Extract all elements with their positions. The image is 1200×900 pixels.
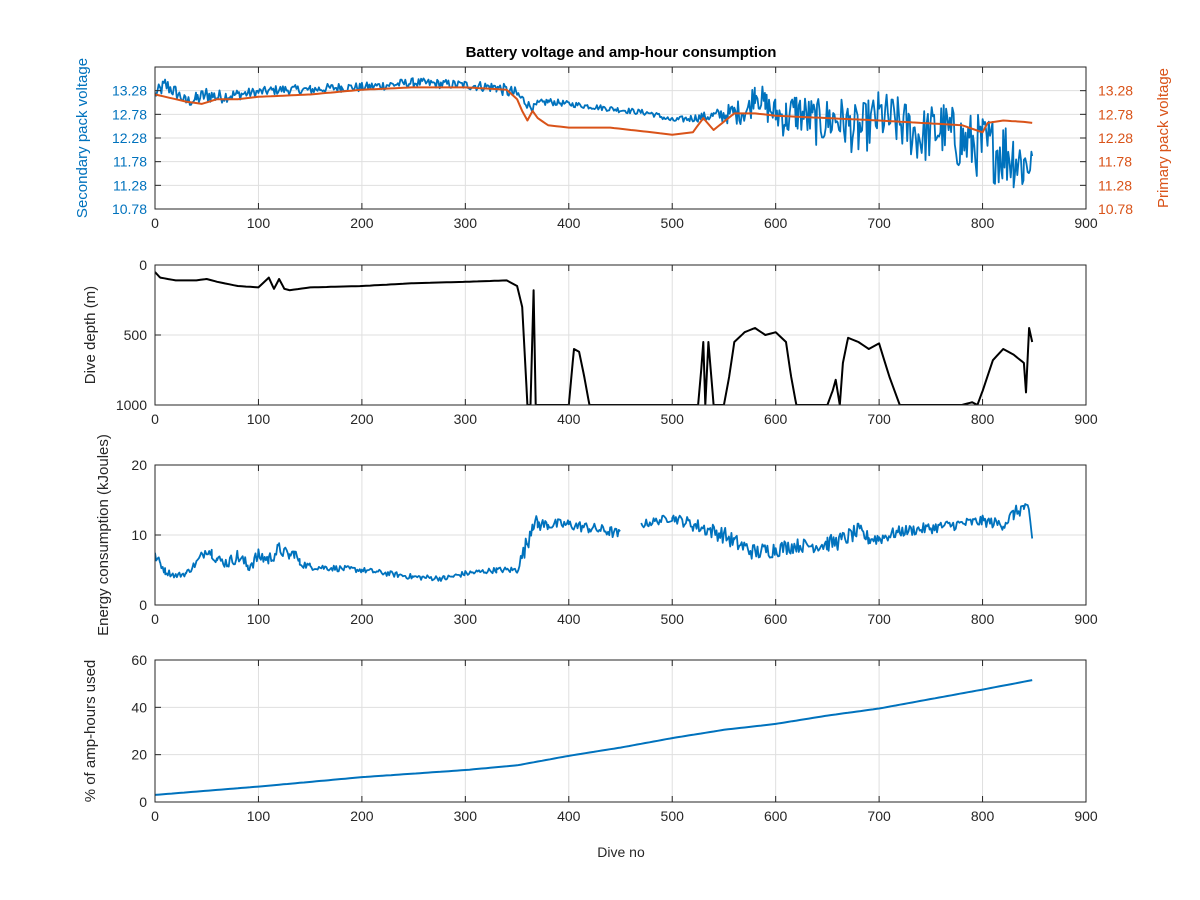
- figure-title: Battery voltage and amp-hour consumption: [466, 44, 777, 61]
- y-tick-label: 40: [131, 699, 147, 715]
- x-tick-label: 600: [764, 611, 788, 627]
- x-tick-label: 800: [971, 808, 995, 824]
- x-axis-label: Dive no: [597, 844, 645, 860]
- series-line-1: [155, 86, 1033, 136]
- x-tick-label: 100: [247, 808, 271, 824]
- x-tick-label: 500: [661, 611, 685, 627]
- series-line-0: [155, 77, 1034, 189]
- x-tick-label: 600: [764, 215, 788, 231]
- y-tick-label: 11.28: [113, 177, 147, 193]
- x-tick-label: 500: [661, 411, 685, 427]
- series-line-0: [155, 679, 1033, 796]
- x-tick-label: 0: [151, 411, 159, 427]
- y-axis-label: % of amp-hours used: [82, 660, 99, 803]
- series-line-0: [155, 503, 1034, 582]
- depth-panel: 0 100 200 300 400 500 600 700 800 900 0 500 1000 Dive…: [82, 257, 1098, 427]
- y-tick-label: 20: [131, 457, 147, 473]
- energy-panel: 0 100 200 300 400 500 600 700 800 900 0 10 20 Energy …: [95, 434, 1098, 636]
- x-tick-label: 100: [247, 611, 271, 627]
- y-tick-label: 11.78: [113, 154, 147, 170]
- x-tick-label: 900: [1074, 808, 1098, 824]
- grid: [154, 67, 1087, 210]
- x-tick-label: 800: [971, 611, 995, 627]
- x-tick-label: 400: [557, 411, 581, 427]
- x-tick-label: 400: [557, 808, 581, 824]
- x-tick-label: 300: [454, 611, 478, 627]
- x-tick-label: 300: [454, 808, 478, 824]
- y-axis-label: Energy consumption (kJoules): [95, 434, 112, 636]
- x-tick-label: 700: [867, 808, 891, 824]
- x-tick-label: 200: [350, 411, 374, 427]
- y-right-tick-label: 11.78: [1098, 154, 1132, 170]
- x-tick-label: 700: [867, 411, 891, 427]
- amphours-panel: 0 100 200 300 400 500 600 700 800 900 0 20 40 60 % of …: [82, 652, 1098, 824]
- y-tick-label: 1000: [116, 397, 147, 413]
- axes-box: [154, 659, 1087, 803]
- x-tick-label: 300: [454, 411, 478, 427]
- y-tick-label: 12.78: [112, 106, 147, 122]
- x-tick-label: 500: [661, 215, 685, 231]
- y-right-tick-label: 12.78: [1098, 106, 1133, 122]
- y-axis-label: Secondary pack voltage: [74, 58, 91, 218]
- x-tick-label: 700: [867, 215, 891, 231]
- y-tick-label: 500: [124, 327, 148, 343]
- y-tick-label: 0: [139, 257, 147, 273]
- x-tick-label: 0: [151, 215, 159, 231]
- y-tick-label: 20: [131, 747, 147, 763]
- x-tick-label: 900: [1074, 411, 1098, 427]
- x-tick-label: 900: [1074, 611, 1098, 627]
- x-tick-label: 200: [350, 215, 374, 231]
- y-axis-label: Dive depth (m): [82, 286, 99, 384]
- x-tick-label: 900: [1074, 215, 1098, 231]
- y-right-axis-label: Primary pack voltage: [1155, 68, 1172, 208]
- y-tick-label: 10.78: [112, 201, 147, 217]
- voltage-panel: 0 100 200 300 400 500 600 700 800 90010.7811.2811…: [74, 58, 1172, 231]
- y-tick-label: 60: [131, 652, 147, 668]
- x-tick-label: 0: [151, 808, 159, 824]
- x-tick-label: 500: [661, 808, 685, 824]
- x-tick-label: 400: [557, 611, 581, 627]
- x-tick-label: 400: [557, 215, 581, 231]
- x-tick-label: 800: [971, 411, 995, 427]
- x-tick-label: 300: [454, 215, 478, 231]
- x-tick-label: 200: [350, 808, 374, 824]
- y-right-tick-label: 12.28: [1098, 130, 1133, 146]
- x-tick-label: 0: [151, 611, 159, 627]
- x-tick-label: 600: [764, 808, 788, 824]
- y-right-tick-label: 10.78: [1098, 201, 1133, 217]
- y-tick-label: 10: [131, 527, 147, 543]
- y-tick-label: 0: [139, 597, 147, 613]
- x-tick-label: 800: [971, 215, 995, 231]
- y-right-tick-label: 11.28: [1098, 177, 1132, 193]
- grid: [154, 464, 1087, 606]
- grid: [154, 264, 1087, 406]
- x-tick-label: 100: [247, 411, 271, 427]
- y-tick-label: 0: [139, 794, 147, 810]
- x-tick-label: 200: [350, 611, 374, 627]
- x-tick-label: 700: [867, 611, 891, 627]
- y-tick-label: 13.28: [112, 83, 147, 99]
- x-tick-label: 100: [247, 215, 271, 231]
- y-tick-label: 12.28: [112, 130, 147, 146]
- series-line-0: [155, 271, 1034, 405]
- x-tick-label: 600: [764, 411, 788, 427]
- y-right-tick-label: 13.28: [1098, 83, 1133, 99]
- grid: [154, 659, 1087, 803]
